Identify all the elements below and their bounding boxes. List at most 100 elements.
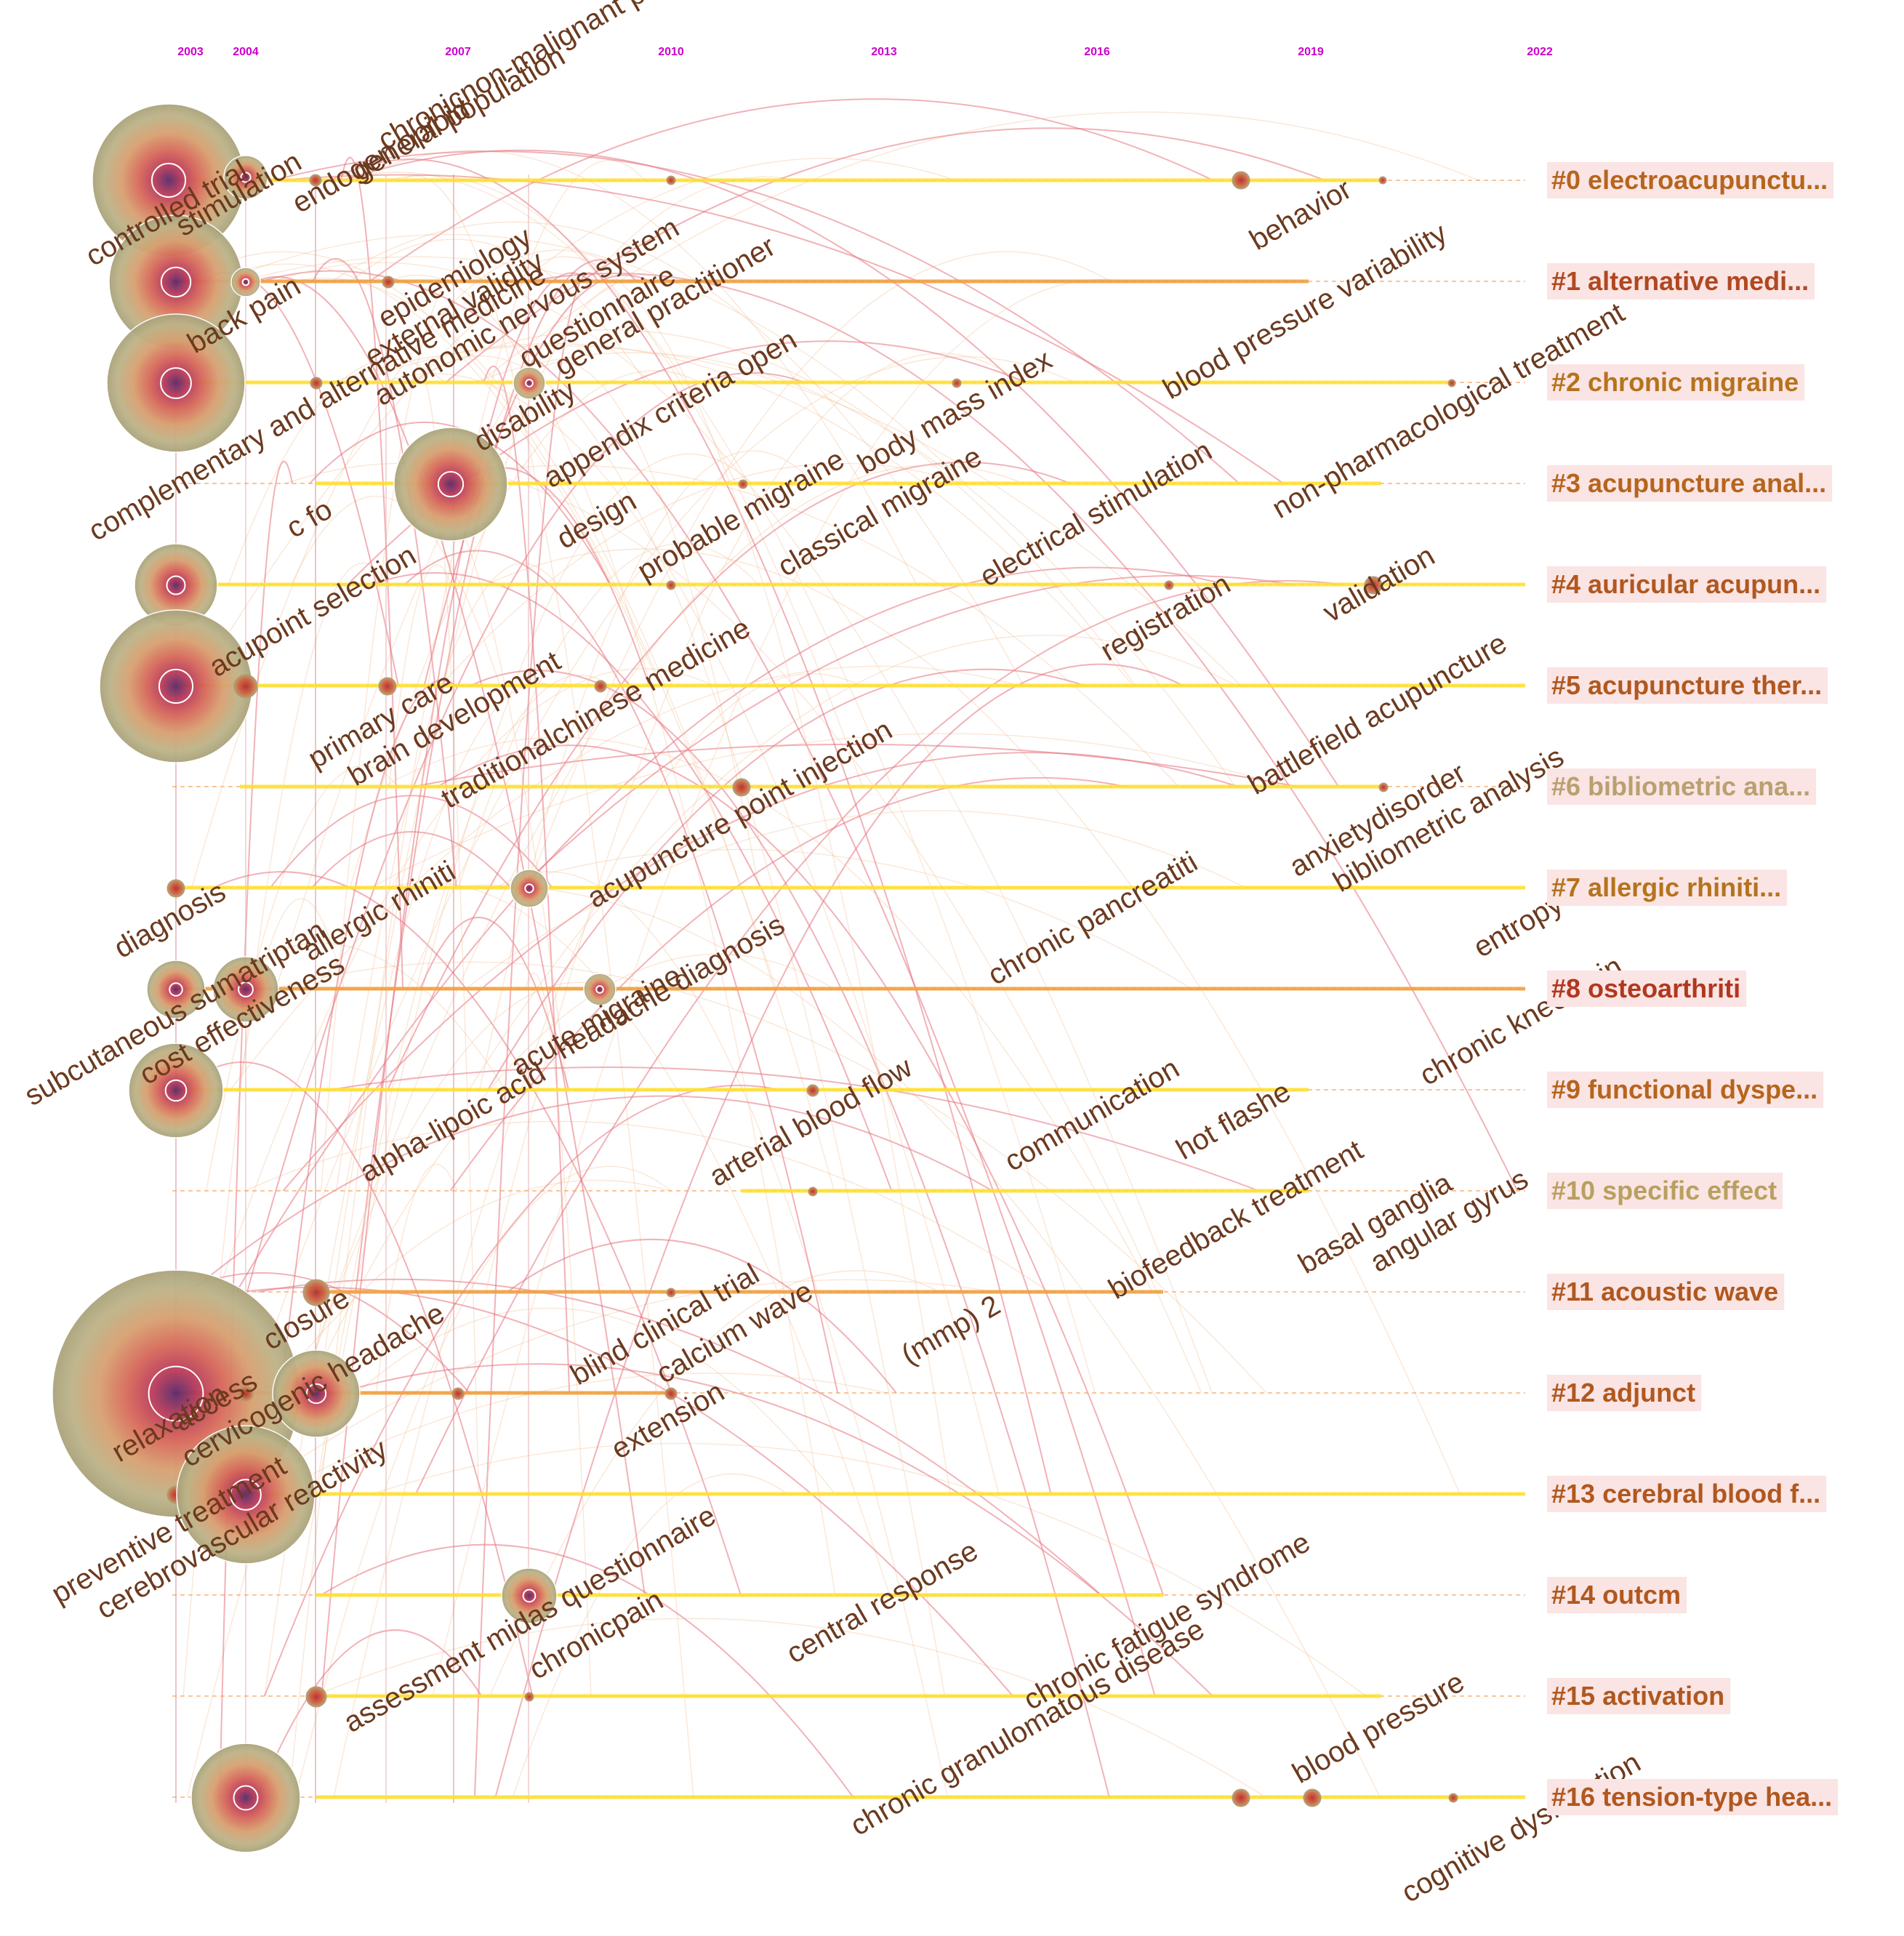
cluster-label-10[interactable]: #10 specific effect: [1547, 1173, 1783, 1209]
keyword-node[interactable]: [1232, 1788, 1250, 1807]
citation-link: [369, 98, 1213, 282]
citation-link: [487, 668, 1085, 1090]
keyword-node[interactable]: [176, 1425, 316, 1565]
keyword-node[interactable]: [146, 960, 206, 1019]
keyword-node[interactable]: [393, 427, 508, 542]
keyword-node-ring: [595, 985, 604, 994]
keyword-node[interactable]: [1378, 176, 1387, 185]
keyword-node[interactable]: [128, 1043, 224, 1138]
keyword-node[interactable]: [594, 680, 607, 693]
keyword-node[interactable]: [510, 869, 549, 908]
cluster-label-11[interactable]: #11 acoustic wave: [1547, 1274, 1785, 1310]
cluster-label-13[interactable]: #13 cerebral blood f...: [1547, 1476, 1827, 1512]
keyword-node[interactable]: [309, 174, 322, 187]
cluster-label-3[interactable]: #3 acupuncture anal...: [1547, 465, 1833, 502]
cluster-label-1[interactable]: #1 alternative medi...: [1547, 263, 1815, 300]
cluster-label-background: [1547, 566, 1827, 603]
keyword-node[interactable]: [451, 1387, 465, 1400]
keyword-node-ring: [241, 278, 250, 286]
keyword-node[interactable]: [1164, 580, 1174, 590]
year-label-2004: 2004: [233, 46, 259, 58]
keyword-node[interactable]: [99, 609, 253, 763]
keyword-node[interactable]: [1364, 576, 1383, 595]
citation-link: [315, 675, 611, 1495]
cluster-label-16[interactable]: #16 tension-type hea...: [1547, 1779, 1839, 1815]
keyword-node[interactable]: [272, 1349, 361, 1438]
citation-link: [512, 1473, 788, 1798]
cluster-label-14[interactable]: #14 outcm: [1547, 1577, 1687, 1613]
citation-link: [257, 1629, 483, 1798]
cluster-label-background: [1547, 1072, 1824, 1108]
keyword-node[interactable]: [190, 1743, 301, 1853]
citation-link: [432, 278, 1128, 1697]
citation-link: [290, 496, 501, 686]
keyword-node[interactable]: [664, 1387, 678, 1400]
keyword-node[interactable]: [378, 677, 397, 696]
keyword-node[interactable]: [738, 479, 748, 489]
keyword-node[interactable]: [732, 778, 751, 797]
citation-link: [244, 1120, 1049, 1293]
citation-link: [299, 465, 1024, 1394]
cluster-label-2[interactable]: #2 chronic migraine: [1547, 364, 1805, 401]
keyword-node[interactable]: [238, 1386, 254, 1402]
keyword-node[interactable]: [524, 1692, 534, 1702]
keyword-node[interactable]: [223, 155, 268, 200]
keyword-label-blood-pressure: blood pressure: [1288, 1666, 1470, 1789]
cluster-label-9[interactable]: #9 functional dyspe...: [1547, 1072, 1824, 1108]
cluster-label-15[interactable]: #15 activation: [1547, 1678, 1731, 1714]
keyword-label-behavior: behavior: [1245, 173, 1357, 257]
keyword-node[interactable]: [233, 674, 258, 699]
cluster-label-7[interactable]: #7 allergic rhiniti...: [1547, 869, 1788, 906]
citation-link: [282, 752, 1239, 1192]
keyword-node[interactable]: [302, 1279, 330, 1306]
keyword-node[interactable]: [1232, 171, 1250, 190]
keyword-node[interactable]: [230, 267, 261, 297]
keyword-node[interactable]: [310, 377, 323, 390]
citation-link: [213, 871, 742, 1596]
keyword-node[interactable]: [808, 1186, 818, 1197]
keyword-node[interactable]: [305, 1686, 327, 1708]
cluster-label-text: #13 cerebral blood f...: [1551, 1479, 1820, 1509]
citation-link: [184, 668, 713, 1394]
cluster-label-4[interactable]: #4 auricular acupun...: [1547, 566, 1827, 603]
keyword-label-blood-pressure-variability: blood pressure variability: [1158, 217, 1453, 405]
citation-link: [521, 361, 760, 888]
cluster-label-12[interactable]: #12 adjunct: [1547, 1375, 1702, 1411]
keyword-node[interactable]: [501, 1567, 558, 1624]
citation-link: [449, 776, 1126, 1192]
keyword-node[interactable]: [583, 973, 616, 1006]
citation-link: [470, 670, 1110, 1798]
cluster-label-background: [1547, 971, 1747, 1007]
cluster-label-text: #1 alternative medi...: [1551, 266, 1809, 296]
keyword-node[interactable]: [1303, 1788, 1322, 1807]
cluster-label-0[interactable]: #0 electroacupunctu...: [1547, 162, 1834, 198]
keyword-node[interactable]: [1448, 1793, 1458, 1803]
citation-link: [496, 871, 949, 1798]
cluster-label-6[interactable]: #6 bibliometric ana...: [1547, 768, 1817, 805]
cluster-label-background: [1547, 465, 1833, 502]
cluster-label-8[interactable]: #8 osteoarthriti: [1547, 971, 1747, 1007]
keyword-node[interactable]: [1378, 782, 1389, 792]
keyword-node[interactable]: [666, 1288, 676, 1298]
citation-link: [486, 548, 1461, 1495]
keyword-node[interactable]: [106, 313, 246, 453]
citation-link: [230, 665, 1019, 1090]
keyword-node[interactable]: [513, 366, 546, 400]
citation-link: [494, 663, 1184, 1798]
keyword-node[interactable]: [666, 175, 676, 185]
keyword-node[interactable]: [666, 580, 676, 590]
keyword-node[interactable]: [806, 1084, 819, 1097]
keyword-label-mmp-2: (mmp) 2: [896, 1289, 1006, 1371]
keyword-node[interactable]: [166, 879, 185, 898]
cluster-label-background: [1547, 768, 1817, 805]
keyword-node[interactable]: [1447, 379, 1456, 387]
keyword-node-ring: [160, 367, 192, 399]
citation-link: [387, 174, 863, 787]
keyword-node[interactable]: [382, 276, 395, 289]
keyword-node[interactable]: [952, 378, 962, 388]
cluster-label-5[interactable]: #5 acupuncture ther...: [1547, 667, 1828, 704]
cluster-label-text: #12 adjunct: [1551, 1378, 1695, 1407]
cluster-label-text: #3 acupuncture anal...: [1551, 468, 1826, 498]
keyword-node[interactable]: [212, 956, 279, 1023]
